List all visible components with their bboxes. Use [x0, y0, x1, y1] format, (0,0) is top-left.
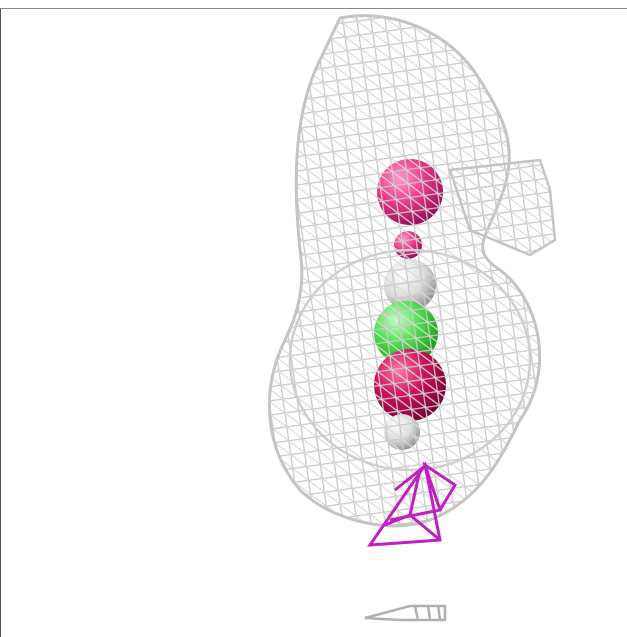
mesh-flap — [448, 158, 557, 257]
mesh-fragment — [364, 604, 447, 622]
mesh-fill — [269, 15, 540, 526]
mesh-ring — [288, 248, 532, 472]
pyramid — [366, 461, 458, 547]
mesh-outline — [267, 14, 542, 528]
mesh-surface — [267, 14, 557, 528]
